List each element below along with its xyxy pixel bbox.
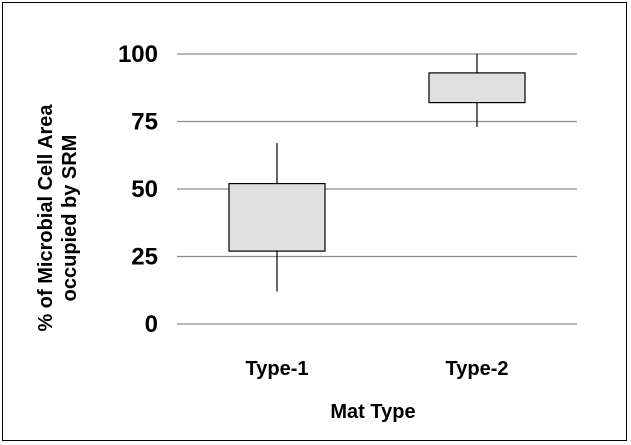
y-tick-label-100: 100 [118,41,158,68]
x-tick-label-type-1: Type-1 [246,358,309,380]
box-type-2 [428,72,526,104]
y-tick-label-50: 50 [131,176,158,203]
box-marks [228,54,526,292]
x-category-labels: Type-1 Type-2 [246,358,509,380]
x-axis-title: Mat Type [330,401,415,423]
y-axis-title: % of Microbial Cell Area occupied by SRM [35,104,81,332]
y-tick-label-75: 75 [131,109,158,136]
box-type-1 [228,183,326,252]
y-tick-label-25: 25 [131,244,158,271]
y-tick-labels: 0 25 50 75 100 [118,41,158,338]
y-tick-label-0: 0 [145,311,158,338]
x-tick-label-type-2: Type-2 [446,358,509,380]
y-axis-title-line2: occupied by SRM [59,135,81,302]
y-axis-title-line1: % of Microbial Cell Area [35,104,57,332]
